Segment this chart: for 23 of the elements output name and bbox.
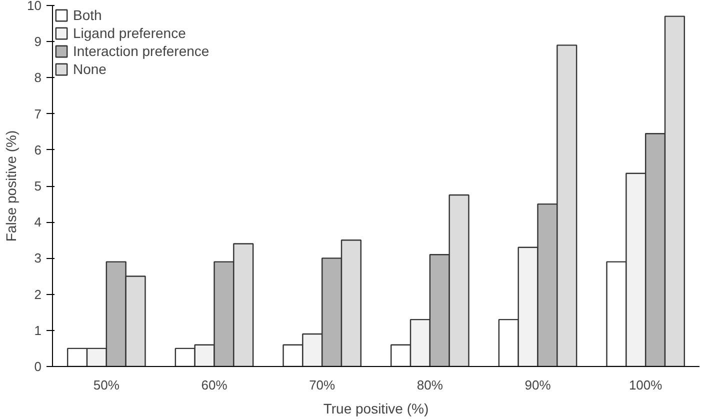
x-tick-label: 100%: [628, 378, 663, 392]
y-axis-title: False positive (%): [3, 130, 20, 242]
x-tick-label: 50%: [93, 378, 120, 392]
y-tick-label: 5: [34, 178, 42, 194]
y-tick-label: 2: [34, 286, 42, 302]
y-tick-label: 10: [27, 0, 42, 13]
x-tick-label: 60%: [201, 378, 228, 392]
y-tick-label: 7: [34, 106, 42, 122]
legend-label: Both: [73, 7, 102, 23]
legend-label: Ligand preference: [73, 25, 186, 41]
x-tick-label: 80%: [416, 378, 444, 392]
y-tick-label: 9: [34, 34, 42, 50]
legend-label: None: [73, 61, 106, 77]
legend-label: Interaction preference: [73, 43, 210, 59]
x-axis-title: True positive (%): [323, 400, 429, 416]
x-tick-label: 70%: [309, 378, 336, 392]
y-tick-label: 3: [34, 250, 42, 266]
y-tick-label: 1: [34, 322, 42, 338]
y-tick-label: 6: [34, 142, 42, 158]
y-tick-label: 8: [34, 70, 42, 86]
x-tick-label: 90%: [524, 378, 552, 392]
y-tick-label: 4: [34, 214, 42, 230]
y-tick-label: 0: [34, 359, 42, 374]
